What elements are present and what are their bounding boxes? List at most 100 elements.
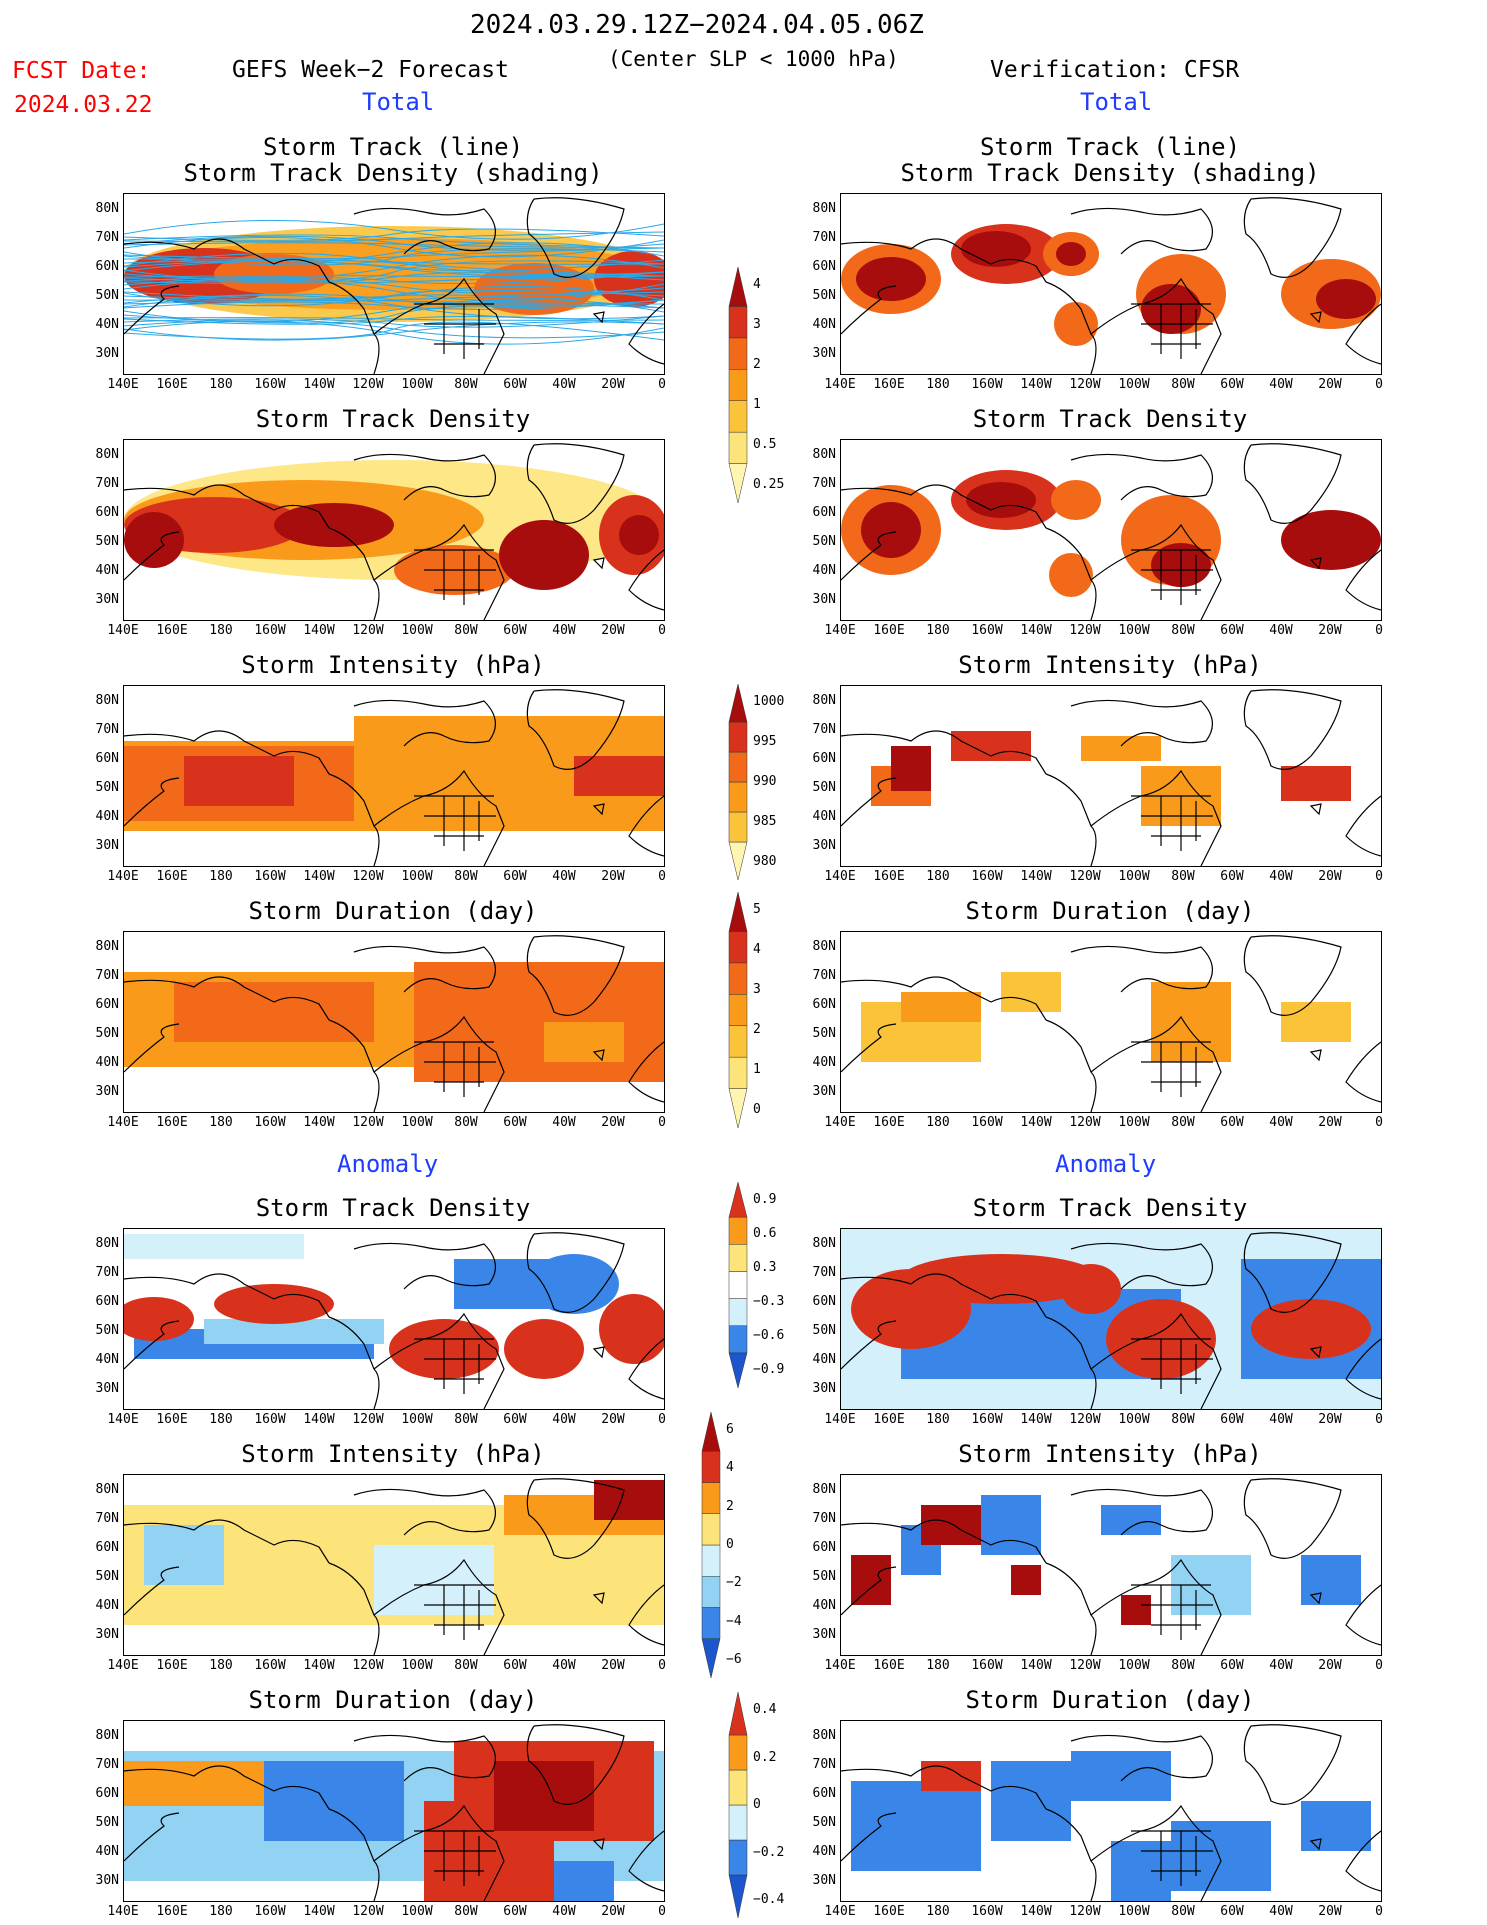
- lon-tick-label: 160W: [254, 1658, 286, 1673]
- lon-tick-label: 140E: [824, 1658, 856, 1673]
- lat-tick-label: 70N: [812, 1265, 836, 1280]
- lat-tick-label: 40N: [812, 1598, 836, 1613]
- lon-tick-label: 140E: [824, 869, 856, 884]
- lat-tick-label: 30N: [812, 346, 836, 361]
- lat-tick-label: 60N: [95, 997, 119, 1012]
- colorbar-label: 4: [753, 942, 761, 957]
- lon-tick-label: 100W: [401, 1658, 433, 1673]
- map-field: [841, 1229, 1381, 1409]
- lon-tick-label: 0: [1375, 1412, 1383, 1427]
- lon-tick-label: 0: [658, 1658, 666, 1673]
- lon-tick-label: 0: [1375, 377, 1383, 392]
- lon-tick-label: 40W: [552, 1412, 576, 1427]
- lon-tick-label: 140W: [303, 1412, 335, 1427]
- lon-tick-label: 180: [209, 869, 233, 884]
- lon-tick-label: 140W: [1020, 869, 1052, 884]
- lat-tick-label: 40N: [812, 1844, 836, 1859]
- colorbar-label: 1: [753, 1062, 761, 1077]
- lon-tick-label: 0: [658, 1412, 666, 1427]
- criterion-label: (Center SLP < 1000 hPa): [608, 47, 899, 71]
- map-field: [841, 935, 1381, 1112]
- fcst-date-label: FCST Date:: [12, 58, 151, 84]
- colorbar-label: −0.2: [753, 1844, 785, 1860]
- colorbar-label: 0.25: [753, 477, 785, 492]
- title-track-density-anom-left: Storm Track Density: [255, 1194, 531, 1222]
- lon-tick-label: 40W: [1269, 1412, 1293, 1427]
- lon-tick-label: 160W: [971, 1904, 1003, 1919]
- lon-tick-label: 140E: [824, 1904, 856, 1919]
- map-panel: [123, 685, 665, 867]
- lon-tick-label: 60W: [503, 869, 527, 884]
- lon-tick-label: 160E: [156, 869, 188, 884]
- lon-tick-label: 180: [926, 1658, 950, 1673]
- lon-tick-label: 60W: [1220, 1904, 1244, 1919]
- lat-tick-label: 40N: [95, 317, 119, 332]
- colorbar-label: 4: [726, 1460, 734, 1476]
- lat-tick-label: 80N: [812, 201, 836, 216]
- colorbar-label: 3: [753, 982, 761, 997]
- lat-tick-label: 50N: [812, 288, 836, 303]
- colorbar-label: −0.4: [753, 1892, 785, 1907]
- lon-tick-label: 80W: [454, 1115, 478, 1130]
- lon-tick-label: 140E: [824, 623, 856, 638]
- lon-tick-label: 40W: [552, 1658, 576, 1673]
- lon-tick-label: 180: [926, 1412, 950, 1427]
- title-track-density-anom-right: Storm Track Density: [972, 1194, 1248, 1222]
- lon-tick-label: 120W: [352, 623, 384, 638]
- lon-tick-label: 160W: [254, 869, 286, 884]
- lon-tick-label: 80W: [1171, 1412, 1195, 1427]
- lon-tick-label: 140E: [107, 1412, 139, 1427]
- lon-tick-label: 100W: [1118, 869, 1150, 884]
- lon-tick-label: 20W: [601, 869, 625, 884]
- left-total-label: Total: [362, 88, 435, 116]
- map-field: [841, 689, 1381, 866]
- lat-tick-label: 40N: [812, 1352, 836, 1367]
- lon-tick-label: 140W: [303, 1658, 335, 1673]
- lon-tick-label: 20W: [601, 1658, 625, 1673]
- title-track-density-shading-left: Storm Track Density (shading): [183, 159, 603, 187]
- lon-tick-label: 140E: [824, 1412, 856, 1427]
- left-column-title: GEFS Week−2 Forecast: [232, 57, 509, 83]
- lon-tick-label: 20W: [1318, 1904, 1342, 1919]
- lon-tick-label: 20W: [601, 1115, 625, 1130]
- lat-tick-label: 80N: [812, 693, 836, 708]
- right-anomaly-label: Anomaly: [1055, 1150, 1157, 1178]
- lon-tick-label: 140W: [1020, 1904, 1052, 1919]
- lat-tick-label: 30N: [95, 1381, 119, 1396]
- lon-tick-label: 160W: [971, 377, 1003, 392]
- lon-tick-label: 140E: [107, 623, 139, 638]
- lon-tick-label: 0: [1375, 623, 1383, 638]
- lat-tick-label: 30N: [812, 1873, 836, 1888]
- lon-tick-label: 80W: [454, 623, 478, 638]
- lat-tick-label: 30N: [95, 592, 119, 607]
- lon-tick-label: 160W: [971, 1658, 1003, 1673]
- lon-tick-label: 40W: [552, 377, 576, 392]
- lat-tick-label: 60N: [95, 1540, 119, 1555]
- map-panel: [123, 1720, 665, 1902]
- lon-tick-label: 0: [1375, 869, 1383, 884]
- lat-tick-label: 80N: [812, 1482, 836, 1497]
- map-field: [124, 1478, 664, 1655]
- lon-tick-label: 20W: [1318, 1115, 1342, 1130]
- lat-tick-label: 80N: [812, 1236, 836, 1251]
- lon-tick-label: 60W: [503, 1904, 527, 1919]
- map-field: [124, 1232, 664, 1409]
- colorbar-label: 985: [753, 814, 777, 829]
- lat-tick-label: 80N: [812, 939, 836, 954]
- lon-tick-label: 40W: [1269, 1115, 1293, 1130]
- lat-tick-label: 40N: [95, 1352, 119, 1367]
- lat-tick-label: 50N: [812, 1815, 836, 1830]
- lon-tick-label: 40W: [552, 1904, 576, 1919]
- colorbar: [728, 266, 748, 504]
- lon-tick-label: 180: [926, 1115, 950, 1130]
- lat-tick-label: 40N: [812, 317, 836, 332]
- lat-tick-label: 60N: [812, 1294, 836, 1309]
- right-column-title: Verification: CFSR: [990, 57, 1240, 83]
- lon-tick-label: 160W: [971, 869, 1003, 884]
- lat-tick-label: 50N: [812, 780, 836, 795]
- lat-tick-label: 80N: [95, 1236, 119, 1251]
- lon-tick-label: 160E: [873, 1658, 905, 1673]
- lat-tick-label: 50N: [95, 288, 119, 303]
- lon-tick-label: 20W: [1318, 869, 1342, 884]
- lon-tick-label: 160E: [873, 377, 905, 392]
